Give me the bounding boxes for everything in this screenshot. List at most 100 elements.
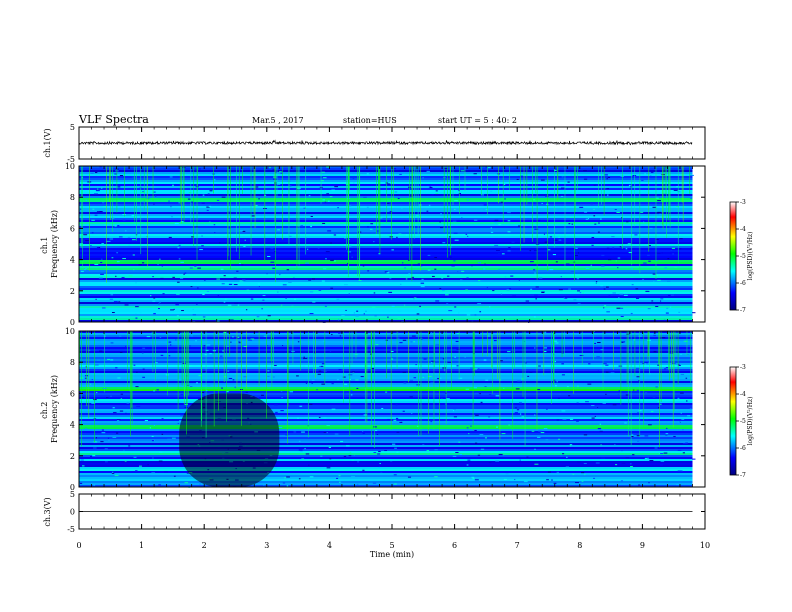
spectrogram-speckle xyxy=(296,375,299,377)
y-tick-label: 5 xyxy=(70,490,75,499)
spectrogram-row xyxy=(79,280,693,282)
spectrogram-speckle xyxy=(281,397,283,399)
spectrogram-row xyxy=(79,178,693,180)
spectrogram-speckle xyxy=(401,262,404,264)
spectrogram-speckle xyxy=(337,319,340,321)
spectrogram-row xyxy=(79,377,693,379)
spectrogram-speckle xyxy=(308,279,312,281)
spectrogram-speckle xyxy=(310,226,313,228)
spectrogram-speckle xyxy=(391,249,394,251)
ch3-y-axis: 5 0 -5 xyxy=(67,490,705,534)
spectrogram-speckle xyxy=(507,318,509,320)
spectrogram-speckle xyxy=(505,357,508,359)
spectrogram-speckle xyxy=(594,223,597,225)
spectrogram-speckle xyxy=(277,291,279,293)
spectrogram-speckle xyxy=(434,449,438,451)
spectrogram-speckle xyxy=(350,394,353,396)
spectrogram-speckle xyxy=(440,213,442,215)
spectrogram-speckle xyxy=(634,401,638,403)
spectrogram-speckle xyxy=(644,173,646,175)
spectrogram-speckle xyxy=(338,369,342,371)
spectrogram-speckle xyxy=(152,300,156,302)
spectrogram-row xyxy=(79,208,693,210)
spectrogram-speckle xyxy=(223,331,227,333)
spectrogram-row xyxy=(79,268,693,270)
spectrogram-speckle xyxy=(94,214,98,216)
spectrogram-speckle xyxy=(430,381,434,383)
ch1-spectrogram-panel: 0 2 4 6 8 10 ch.1 Frequency (kHz) -3 -4 -5 -6 -7 l… xyxy=(40,162,754,327)
spectrogram-speckle xyxy=(225,345,230,347)
spectrogram-speckle xyxy=(261,308,263,310)
spectrogram-speckle xyxy=(285,434,289,436)
spectrogram-speckle xyxy=(115,275,117,277)
spectrogram-speckle xyxy=(168,200,170,202)
spectrogram-speckle xyxy=(342,376,346,378)
spectrogram-speckle xyxy=(389,206,394,208)
spectrogram-speckle xyxy=(585,267,590,269)
x-tick-label: 3 xyxy=(264,541,269,550)
spectrogram-speckle xyxy=(184,406,188,408)
spectrogram-speckle xyxy=(394,447,397,449)
spectrogram-speckle xyxy=(286,269,290,271)
spectrogram-speckle xyxy=(388,291,393,293)
spectrogram-speckle xyxy=(384,450,387,452)
spectrogram-speckle xyxy=(574,266,578,268)
spectrogram-speckle xyxy=(93,484,96,486)
spectrogram-speckle xyxy=(205,349,209,351)
spectrogram-speckle xyxy=(596,356,600,358)
spectrogram-speckle xyxy=(321,383,325,385)
spectrogram-speckle xyxy=(289,235,292,237)
spectrogram-speckle xyxy=(689,174,694,176)
spectrogram-speckle xyxy=(466,464,469,466)
spectrogram-speckle xyxy=(122,258,126,260)
spectrogram-speckle xyxy=(474,479,479,481)
spectrogram-speckle xyxy=(188,345,191,347)
spectrogram-speckle xyxy=(619,307,624,309)
spectrogram-speckle xyxy=(334,186,338,188)
spectrogram-speckle xyxy=(479,434,484,436)
x-tick-label: 0 xyxy=(76,541,81,550)
spectrogram-speckle xyxy=(194,175,197,177)
spectrogram-row xyxy=(79,351,693,353)
spectrogram-speckle xyxy=(240,360,242,362)
spectrogram-speckle xyxy=(524,362,527,364)
spectrogram-speckle xyxy=(576,278,580,280)
spectrogram-speckle xyxy=(353,312,355,314)
spectrogram-speckle xyxy=(190,286,193,288)
spectrogram-speckle xyxy=(125,345,127,347)
spectrogram-speckle xyxy=(132,254,135,256)
spectrogram-speckle xyxy=(95,437,98,439)
spectrogram-speckle xyxy=(155,362,158,364)
spectrogram-speckle xyxy=(562,418,567,420)
spectrogram-speckle xyxy=(456,365,459,367)
spectrogram-speckle xyxy=(141,352,144,354)
spectrogram-speckle xyxy=(647,308,651,310)
spectrogram-row xyxy=(79,429,693,431)
waveform-line xyxy=(78,139,693,146)
spectrogram-speckle xyxy=(413,341,415,343)
spectrogram-speckle xyxy=(429,187,433,189)
spectrogram-speckle xyxy=(572,473,575,475)
spectrogram-speckle xyxy=(338,475,341,477)
spectrogram-row xyxy=(79,483,693,485)
spectrogram-row xyxy=(79,389,693,391)
spectrogram-row xyxy=(79,270,693,272)
spectrogram-speckle xyxy=(411,335,416,337)
spectrogram-speckle xyxy=(286,476,290,478)
spectrogram-speckle xyxy=(533,269,536,271)
spectrogram-speckle xyxy=(515,388,520,390)
spectrogram-speckle xyxy=(390,460,393,462)
spectrogram-row xyxy=(79,463,693,465)
spectrogram-speckle xyxy=(474,442,478,444)
spectrogram-speckle xyxy=(241,279,246,281)
ch1-spectrogram-ylabel-line2: Frequency (kHz) xyxy=(50,210,59,278)
spectrogram-speckle xyxy=(659,213,662,215)
spectrogram-speckle xyxy=(172,184,174,186)
spectrogram-speckle xyxy=(507,231,511,233)
spectrogram-speckle xyxy=(112,407,115,409)
spectrogram-speckle xyxy=(85,240,89,242)
spectrogram-speckle xyxy=(439,377,442,379)
spectrogram-speckle xyxy=(500,485,504,487)
spectrogram-speckle xyxy=(209,221,211,223)
spectrogram-speckle xyxy=(655,238,659,240)
